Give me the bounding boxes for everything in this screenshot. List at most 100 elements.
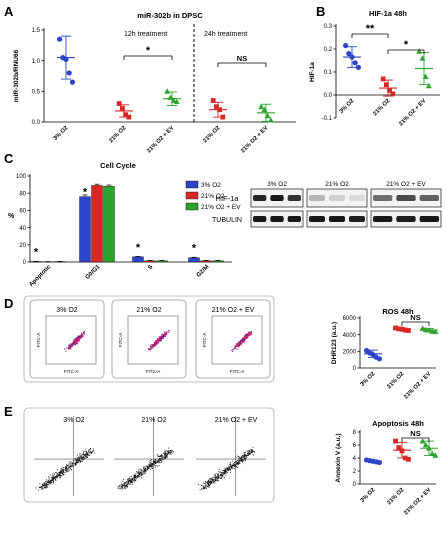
flow-dot [158, 339, 160, 341]
flow-dot [227, 472, 229, 474]
blot-band [373, 216, 393, 222]
flow-dot [148, 463, 150, 465]
flow-dot [68, 345, 70, 347]
flow-dot [155, 343, 157, 345]
significance-label: * [146, 45, 151, 57]
flow-dot [90, 453, 92, 455]
flow-dot [75, 340, 77, 342]
flow-dot [222, 474, 224, 476]
flow-dot [83, 454, 85, 456]
flow-dot [165, 333, 167, 335]
panel-letter-e: E [4, 404, 13, 419]
flow-dot [155, 463, 157, 465]
flow-dot [232, 348, 234, 351]
flow-dot [223, 472, 225, 474]
y-tick-label: 0.3 [324, 24, 333, 30]
flow-dot [143, 468, 145, 470]
flow-dot [242, 339, 244, 341]
flow-x-label: FITC-A [64, 369, 79, 374]
flow-dot [70, 469, 72, 471]
flow-dot [77, 337, 79, 339]
flow-dot [134, 477, 136, 479]
flow-dot [56, 477, 58, 479]
flow-dot [237, 464, 239, 466]
flow-dot [51, 473, 53, 475]
flow-dot [154, 345, 156, 347]
flow-dot [155, 462, 157, 464]
flow-dot [67, 471, 69, 473]
flow-dot [161, 457, 163, 459]
flow-dot [216, 477, 218, 479]
flow-dot [234, 464, 236, 466]
flow-dot [151, 462, 153, 464]
flow-dot [54, 472, 56, 473]
flow-dot [156, 343, 158, 345]
flow-dot [242, 458, 244, 460]
flow-dot [76, 338, 78, 340]
flow-dot [157, 338, 159, 341]
flow-dot [160, 338, 162, 341]
flow-dot [239, 343, 241, 345]
flow-dot [245, 458, 247, 460]
flow-dot [166, 455, 168, 457]
flow-dot [154, 460, 156, 462]
flow-dot [160, 456, 162, 458]
data-point [406, 456, 411, 462]
flow-dot [82, 456, 84, 458]
flow-dot [164, 455, 166, 457]
blot-band [329, 216, 345, 222]
flow-dot [76, 457, 78, 459]
flow-dot [62, 473, 64, 475]
flow-dot [134, 476, 136, 478]
flow-dot [84, 455, 86, 457]
flow-dot [131, 478, 133, 480]
flow-dot [169, 330, 171, 332]
flow-dot [84, 450, 86, 452]
flow-dot [228, 467, 230, 469]
flow-dot [222, 476, 224, 478]
flow-dot [44, 485, 46, 487]
flow-dot [243, 457, 245, 459]
flow-dot [65, 471, 67, 473]
flow-dot [206, 483, 208, 485]
panel-letter-d: D [4, 296, 13, 311]
flow-dot [50, 483, 52, 485]
flow-dot [123, 483, 125, 485]
flow-dot [236, 348, 238, 350]
flow-dot [247, 454, 249, 456]
flow-dot [169, 450, 171, 452]
flow-dot [53, 476, 55, 478]
flow-dot [141, 475, 143, 477]
flow-dot [146, 469, 148, 471]
flow-dot [65, 465, 67, 467]
flow-dot [222, 473, 224, 475]
blot-band [419, 195, 439, 201]
blot-frame [306, 188, 368, 208]
flow-dot [63, 469, 65, 471]
data-group [379, 76, 397, 97]
flow-dot [44, 481, 46, 483]
bar [212, 260, 224, 263]
flow-dot [208, 482, 210, 484]
flow-dot [150, 464, 151, 466]
flow-dot [79, 337, 82, 339]
flow-dot [77, 454, 79, 456]
flow-dot [72, 341, 74, 343]
flow-dot [237, 462, 239, 464]
flow-dot [155, 342, 157, 344]
flow-dot [86, 453, 88, 455]
flow-dot [229, 471, 231, 473]
flow-y-label: FITC-A [118, 333, 123, 348]
flow-dot [242, 337, 244, 339]
flow-dot [74, 343, 76, 345]
flow-dot [76, 462, 78, 464]
flow-dot [224, 469, 226, 471]
flow-dot [150, 463, 152, 465]
flow-dot [248, 334, 250, 336]
flow-dot [138, 474, 140, 476]
flow-dot [215, 479, 217, 481]
flow-plot: 21% O2 FITC-A FITC-A [111, 299, 187, 379]
flow-dot [163, 459, 165, 461]
flow-dot [60, 470, 62, 472]
flow-dot [48, 478, 50, 480]
